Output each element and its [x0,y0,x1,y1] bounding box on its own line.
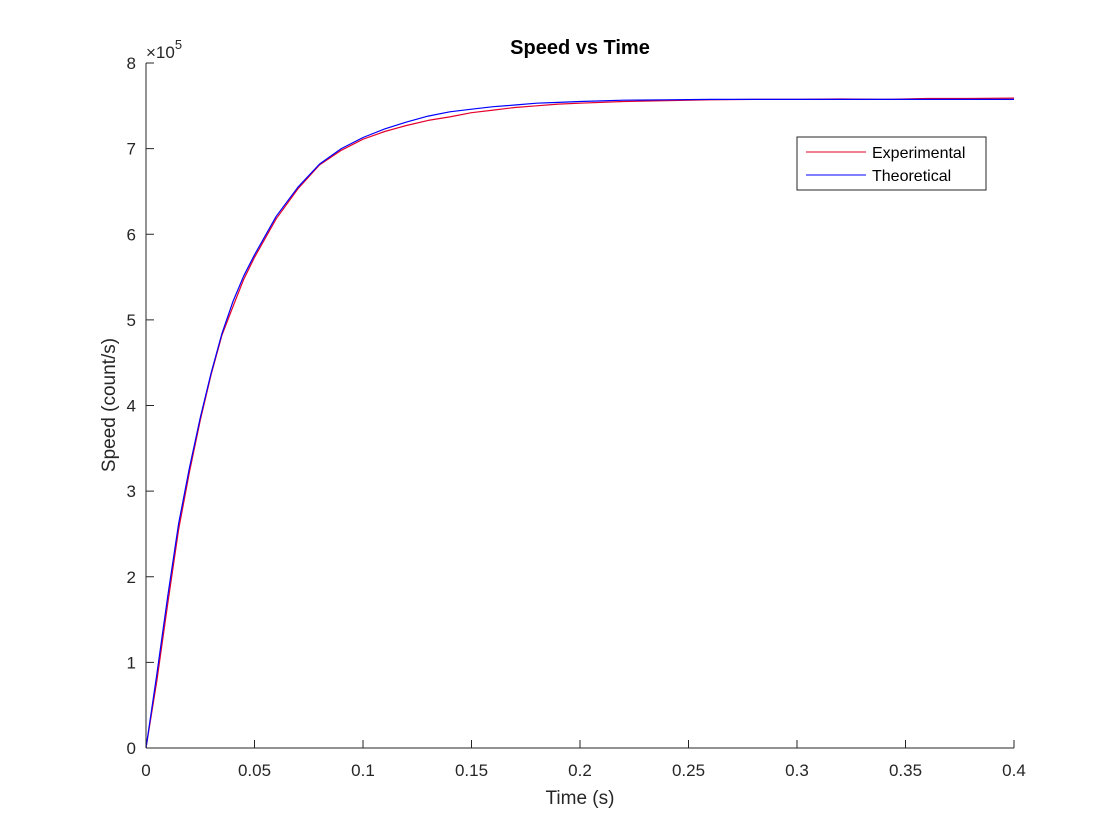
y-tick-label: 1 [127,653,136,672]
y-exponent-base: ×10 [146,43,175,62]
x-tick-label: 0.35 [889,761,922,780]
x-tick-label: 0.3 [785,761,809,780]
y-exponent-label: ×105 [146,37,182,62]
y-tick-label: 7 [127,140,136,159]
y-tick-label: 5 [127,311,136,330]
y-tick-label: 0 [127,739,136,758]
x-tick-label: 0 [141,761,150,780]
y-tick-label: 3 [127,482,136,501]
y-axis-ticks: 0 1 2 3 4 5 6 7 8 [127,54,154,758]
svg-text:×105: ×105 [146,37,182,62]
y-tick-label: 4 [127,397,136,416]
legend: Experimental Theoretical [796,136,987,191]
legend-box [796,136,987,191]
x-tick-label: 0.2 [568,761,592,780]
y-axis-label: Speed (count/s) [99,338,120,472]
chart-title: Speed vs Time [510,37,650,59]
x-tick-label: 0.25 [672,761,705,780]
y-tick-label: 2 [127,568,136,587]
plot-area [145,97,1015,749]
x-axis-label: Time (s) [546,788,615,809]
x-tick-label: 0.1 [351,761,375,780]
x-axis-ticks: 0 0.05 0.1 0.15 0.2 0.25 0.3 0.35 0.4 [141,740,1026,780]
y-tick-label: 6 [127,225,136,244]
x-tick-label: 0.4 [1002,761,1026,780]
y-exponent-power: 5 [175,37,182,52]
x-tick-label: 0.15 [455,761,488,780]
legend-label-theoretical: Theoretical [872,168,951,185]
x-tick-label: 0.05 [238,761,271,780]
legend-label-experimental: Experimental [872,145,965,162]
y-tick-label: 8 [127,54,136,73]
series-line-theoretical [145,98,1014,749]
